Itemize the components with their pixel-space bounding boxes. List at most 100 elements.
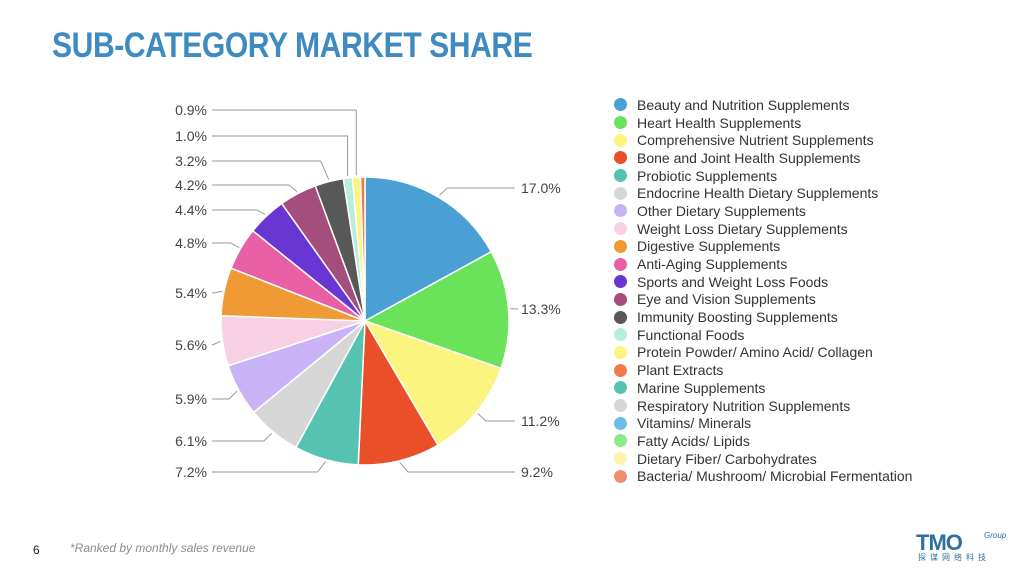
legend-swatch	[614, 399, 627, 413]
legend-swatch	[614, 363, 627, 377]
legend-label: Plant Extracts	[637, 362, 724, 379]
value-label-protein-powder-amino-acid-collagen: 0.9%	[175, 102, 207, 118]
legend-label: Probiotic Supplements	[637, 167, 778, 184]
legend-swatch	[614, 416, 627, 430]
legend-label: Bacteria/ Mushroom/ Microbial Fermentati…	[637, 468, 913, 485]
legend-swatch	[614, 186, 627, 200]
legend-item-bacteria-mushroom-microbial-fermentation: Bacteria/ Mushroom/ Microbial Fermentati…	[614, 467, 912, 485]
pie-slice-beauty-and-nutrition-supplements	[364, 176, 493, 323]
legend-item-fatty-acids-lipids: Fatty Acids/ Lipids	[614, 432, 912, 450]
page-title: SUB-CATEGORY MARKET SHARE	[52, 26, 533, 65]
legend-item-other-dietary-supplements: Other Dietary Supplements	[614, 202, 912, 220]
legend-item-dietary-fiber-carbohydrates: Dietary Fiber/ Carbohydrates	[614, 450, 912, 468]
legend-item-weight-loss-dietary-supplements: Weight Loss Dietary Supplements	[614, 220, 912, 238]
legend-label: Protein Powder/ Amino Acid/ Collagen	[637, 344, 873, 361]
legend-label: Functional Foods	[637, 326, 745, 343]
logo-chinese-text: 探谋网络科技	[918, 553, 990, 562]
legend-item-protein-powder-amino-acid-collagen: Protein Powder/ Amino Acid/ Collagen	[614, 344, 912, 362]
legend-item-anti-aging-supplements: Anti-Aging Supplements	[614, 255, 912, 273]
legend-swatch	[614, 345, 627, 359]
legend-swatch	[614, 328, 627, 342]
legend-label: Digestive Supplements	[637, 238, 781, 255]
footnote: *Ranked by monthly sales revenue	[70, 541, 256, 555]
value-label-bone-and-joint-health-supplements: 9.2%	[521, 464, 553, 480]
legend-label: Comprehensive Nutrient Supplements	[637, 132, 874, 149]
legend-swatch	[614, 381, 627, 395]
legend-item-comprehensive-nutrient-supplements: Comprehensive Nutrient Supplements	[614, 131, 912, 149]
legend-swatch	[614, 469, 627, 483]
value-label-functional-foods: 1.0%	[175, 128, 207, 144]
value-label-probiotic-supplements: 7.2%	[175, 464, 207, 480]
logo-group-text: Group	[984, 531, 1007, 540]
legend-item-functional-foods: Functional Foods	[614, 326, 912, 344]
legend-item-eye-and-vision-supplements: Eye and Vision Supplements	[614, 291, 912, 309]
page-number: 6	[33, 543, 40, 557]
pie-slice-plant-extracts	[359, 176, 366, 322]
value-label-eye-and-vision-supplements: 4.2%	[175, 177, 207, 193]
value-labels: 17.0% 13.3% 11.2% 9.2% 7.2% 6.1% 5.9% 5.6% 5.4% 4…	[175, 102, 561, 480]
leader-line-eye-and-vision-supplements	[212, 184, 298, 193]
legend-label: Fatty Acids/ Lipids	[637, 432, 750, 449]
legend-label: Anti-Aging Supplements	[637, 256, 788, 273]
leader-line-comprehensive-nutrient-supplements	[477, 413, 515, 422]
leader-line-functional-foods	[212, 135, 349, 176]
value-label-other-dietary-supplements: 5.9%	[175, 391, 207, 407]
pie-slice-bone-and-joint-health-supplements	[357, 318, 440, 466]
logo-mark: TMO	[916, 530, 963, 555]
leader-line-weight-loss-dietary-supplements	[212, 340, 221, 346]
value-label-heart-health-supplements: 13.3%	[521, 301, 561, 317]
legend-label: Sports and Weight Loss Foods	[637, 273, 829, 290]
pie-slices	[220, 176, 510, 466]
pie-slice-comprehensive-nutrient-supplements	[363, 319, 502, 447]
value-label-comprehensive-nutrient-supplements: 11.2%	[521, 413, 560, 429]
legend-swatch	[614, 204, 627, 218]
legend-item-heart-health-supplements: Heart Health Supplements	[614, 114, 912, 132]
leader-line-sports-and-weight-loss-foods	[212, 209, 266, 216]
legend-item-beauty-and-nutrition-supplements: Beauty and Nutrition Supplements	[614, 96, 912, 114]
value-label-anti-aging-supplements: 4.8%	[175, 235, 207, 251]
legend-label: Respiratory Nutrition Supplements	[637, 397, 851, 414]
legend-swatch	[614, 222, 627, 236]
value-label-endocrine-health-dietary-supplements: 6.1%	[175, 433, 207, 449]
legend-item-immunity-boosting-supplements: Immunity Boosting Supplements	[614, 308, 912, 326]
legend-label: Beauty and Nutrition Supplements	[637, 96, 850, 113]
legend-swatch	[614, 239, 627, 253]
legend-item-sports-and-weight-loss-foods: Sports and Weight Loss Foods	[614, 273, 912, 291]
leader-line-digestive-supplements	[212, 290, 223, 294]
chart-legend: Beauty and Nutrition Supplements Heart He…	[614, 96, 912, 485]
value-label-weight-loss-dietary-supplements: 5.6%	[175, 337, 207, 353]
leader-line-endocrine-health-dietary-supplements	[212, 433, 273, 442]
legend-swatch	[614, 116, 627, 130]
legend-label: Heart Health Supplements	[637, 114, 802, 131]
value-label-sports-and-weight-loss-foods: 4.4%	[175, 202, 207, 218]
legend-swatch	[614, 452, 627, 466]
leader-line-immunity-boosting-supplements	[212, 160, 330, 180]
legend-item-bone-and-joint-health-supplements: Bone and Joint Health Supplements	[614, 149, 912, 167]
legend-swatch	[614, 133, 627, 147]
legend-label: Dietary Fiber/ Carbohydrates	[637, 450, 817, 467]
legend-label: Weight Loss Dietary Supplements	[637, 220, 848, 237]
legend-item-respiratory-nutrition-supplements: Respiratory Nutrition Supplements	[614, 397, 912, 415]
value-label-immunity-boosting-supplements: 3.2%	[175, 153, 207, 169]
leader-line-anti-aging-supplements	[212, 242, 240, 249]
value-label-beauty-and-nutrition-supplements: 17.0%	[521, 180, 561, 196]
legend-swatch	[614, 310, 627, 324]
value-label-digestive-supplements: 5.4%	[175, 285, 207, 301]
legend-swatch	[614, 434, 627, 448]
company-logo: TMO Group 探谋网络科技	[916, 530, 1012, 564]
leader-line-probiotic-supplements	[212, 461, 326, 473]
legend-label: Immunity Boosting Supplements	[637, 309, 838, 326]
legend-label: Eye and Vision Supplements	[637, 291, 816, 308]
legend-swatch	[614, 169, 627, 183]
legend-label: Marine Supplements	[637, 379, 766, 396]
legend-label: Endocrine Health Dietary Supplements	[637, 185, 879, 202]
legend-label: Vitamins/ Minerals	[637, 415, 752, 432]
legend-item-plant-extracts: Plant Extracts	[614, 361, 912, 379]
legend-item-endocrine-health-dietary-supplements: Endocrine Health Dietary Supplements	[614, 184, 912, 202]
legend-item-digestive-supplements: Digestive Supplements	[614, 238, 912, 256]
legend-swatch	[614, 275, 627, 289]
legend-item-marine-supplements: Marine Supplements	[614, 379, 912, 397]
legend-item-probiotic-supplements: Probiotic Supplements	[614, 167, 912, 185]
leader-line-other-dietary-supplements	[212, 390, 238, 400]
